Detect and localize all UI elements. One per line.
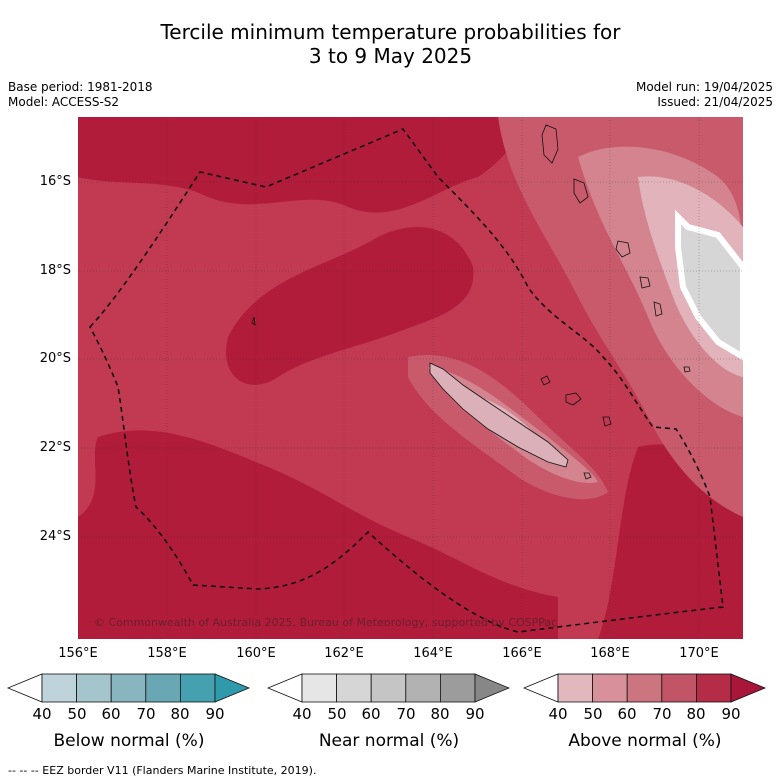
island-mare (602, 416, 612, 427)
cb-near-swatch-0 (266, 673, 303, 703)
eez-footer-note: -- -- -- EEZ border V11 (Flanders Marine… (8, 764, 317, 777)
band-80-west (78, 117, 378, 148)
cb-below-tick-50: 50 (67, 705, 87, 723)
lon-label-158e: 158°E (147, 646, 187, 661)
lat-label-22s: 22°S (39, 440, 71, 455)
cb-near-swatch-6 (474, 673, 511, 703)
cb-near-tick-60: 60 (361, 705, 381, 723)
lat-label-18s: 18°S (39, 263, 71, 278)
meta-left: Base period: 1981-2018 Model: ACCESS-S2 (8, 80, 153, 110)
lat-label-24s: 24°S (39, 529, 71, 544)
probability-map: © Commonwealth of Australia 2025, Bureau… (78, 117, 743, 639)
cb-above-swatch-0 (522, 673, 559, 703)
cb-near-tick-70: 70 (396, 705, 416, 723)
island-malakula (573, 178, 589, 204)
island-aneityum (683, 366, 691, 373)
graticule (78, 117, 743, 639)
lon-label-160e: 160°E (236, 646, 276, 661)
map-svg (78, 117, 743, 639)
colorbar-above-label: Above normal (%) (568, 731, 722, 751)
near-normal-patch (675, 209, 743, 361)
cb-below-swatch-0 (6, 673, 43, 703)
cb-above-tick-40: 40 (548, 705, 568, 723)
cb-near-tick-80: 80 (430, 705, 450, 723)
cb-below-swatch-5 (179, 673, 216, 703)
new-caledonia (429, 362, 569, 468)
lon-label-156e: 156°E (58, 646, 98, 661)
cb-below-swatch-1 (41, 673, 77, 703)
island-tanna (653, 301, 663, 317)
colorbar-near-label: Near normal (%) (318, 731, 460, 751)
lon-label-164e: 164°E (413, 646, 453, 661)
copyright-note: © Commonwealth of Australia 2025, Bureau… (94, 616, 558, 629)
cb-above-tick-60: 60 (617, 705, 637, 723)
colorbar-below-label: Below normal (%) (53, 731, 205, 751)
cb-near-swatch-1 (301, 673, 337, 703)
colorbar-near-normal (266, 673, 511, 703)
lon-label-170e: 170°E (679, 646, 719, 661)
model-run: Model run: 19/04/2025 (635, 80, 773, 94)
cb-below-tick-60: 60 (101, 705, 121, 723)
title-line-1: Tercile minimum temperature probabilitie… (160, 20, 621, 44)
island-pines (583, 472, 592, 480)
cb-above-swatch-6 (730, 673, 767, 703)
cb-above-swatch-2 (592, 673, 628, 703)
cb-above-tick-80: 80 (686, 705, 706, 723)
cb-above-tick-70: 70 (652, 705, 672, 723)
title-line-2: 3 to 9 May 2025 (308, 44, 473, 68)
island-lifou (565, 392, 582, 406)
island-chesterfield (251, 316, 256, 326)
island-espiritu-santo (541, 124, 559, 164)
cb-near-swatch-4 (405, 673, 441, 703)
lon-label-166e: 166°E (502, 646, 542, 661)
band-80-mid (226, 227, 474, 385)
cb-above-tick-90: 90 (721, 705, 741, 723)
cb-above-swatch-1 (557, 673, 593, 703)
cb-below-swatch-4 (145, 673, 181, 703)
cb-below-swatch-2 (76, 673, 112, 703)
model-name: Model: ACCESS-S2 (8, 95, 120, 109)
cb-near-swatch-5 (439, 673, 476, 703)
cb-below-tick-70: 70 (136, 705, 156, 723)
cb-below-tick-90: 90 (205, 705, 225, 723)
cb-below-tick-80: 80 (170, 705, 190, 723)
base-period: Base period: 1981-2018 (8, 80, 153, 94)
cb-above-swatch-3 (626, 673, 663, 703)
cb-near-tick-40: 40 (292, 705, 312, 723)
lon-label-168e: 168°E (590, 646, 630, 661)
island-ouvea (540, 375, 551, 386)
eez-border (89, 128, 724, 633)
cb-near-tick-90: 90 (465, 705, 485, 723)
lat-label-20s: 20°S (39, 351, 71, 366)
cb-below-swatch-3 (110, 673, 147, 703)
cb-above-tick-50: 50 (583, 705, 603, 723)
lon-label-162e: 162°E (324, 646, 364, 661)
cb-above-swatch-5 (695, 673, 732, 703)
island-efate (615, 240, 631, 258)
meta-right: Model run: 19/04/2025 Issued: 21/04/2025 (636, 80, 773, 110)
band-80-south (78, 430, 558, 639)
cb-above-swatch-4 (661, 673, 697, 703)
cb-below-tick-40: 40 (32, 705, 52, 723)
lat-label-16s: 16°S (39, 174, 71, 189)
cb-near-tick-50: 50 (327, 705, 347, 723)
cb-near-swatch-3 (370, 673, 407, 703)
issued-date: Issued: 21/04/2025 (657, 95, 773, 109)
colorbar-above-normal (522, 673, 767, 703)
cb-near-swatch-2 (336, 673, 372, 703)
colorbar-below-normal (6, 673, 251, 703)
cb-below-swatch-6 (214, 673, 251, 703)
island-erromango (639, 276, 651, 289)
